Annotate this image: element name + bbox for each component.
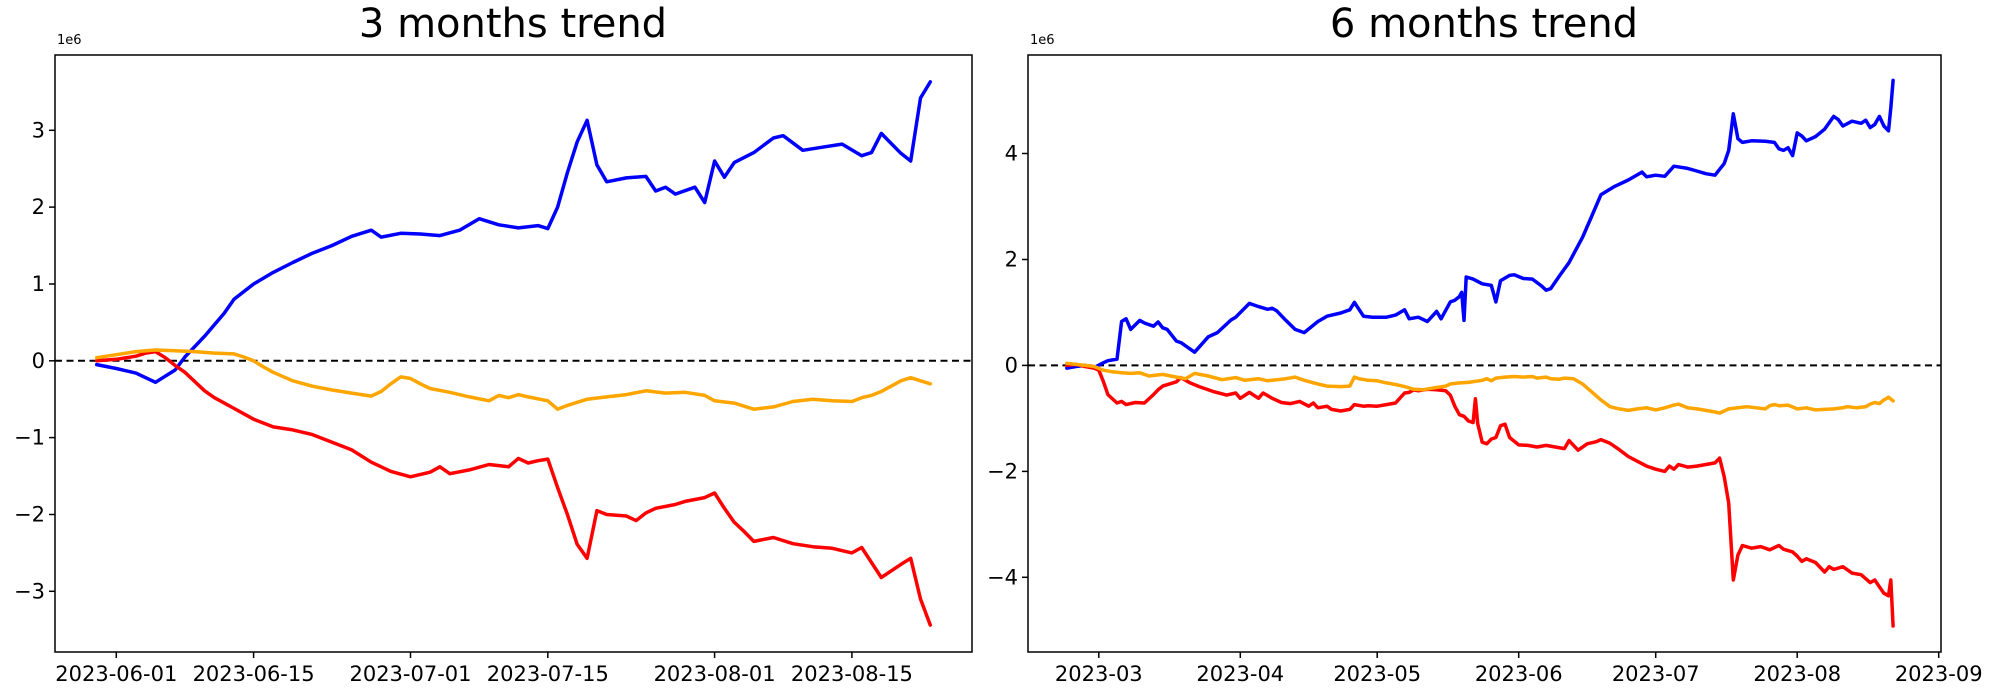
right-chart: 2023-03 2023-04 2023-05 2023-06 2023-07 2023-… — [987, 54, 1983, 686]
right-x-tick-label: 2023-04 — [1196, 662, 1284, 686]
right-line-orange — [1065, 361, 1895, 415]
left-line-orange — [94, 348, 933, 411]
right-y-tick-label: 0 — [1005, 353, 1018, 377]
right-y-axis-offset-label: 1e6 — [1030, 33, 1055, 48]
right-line-red — [1065, 362, 1895, 628]
left-chart: 2023-06-01 2023-06-15 2023-07-01 2023-07-15… — [14, 54, 973, 686]
right-x-tick-label: 2023-08 — [1753, 662, 1841, 686]
right-series-group — [1065, 78, 1895, 628]
right-plot-border — [1027, 54, 1942, 653]
right-x-tick-label: 2023-07 — [1612, 662, 1700, 686]
right-line-blue — [1065, 78, 1895, 370]
left-line-red — [94, 349, 933, 627]
right-y-tick-label: 2 — [1005, 248, 1018, 272]
left-y-tick-label: −3 — [14, 579, 45, 603]
left-series-group — [94, 80, 933, 627]
left-line-blue — [94, 80, 933, 385]
left-y-tick-label: 0 — [32, 349, 45, 373]
right-y-tick-label: 4 — [1005, 142, 1018, 166]
left-y-tick-label: 3 — [32, 118, 45, 142]
left-y-tick-label: −2 — [14, 503, 45, 527]
left-x-tick-label: 2023-07-01 — [349, 662, 471, 686]
left-x-tick-label: 2023-06-15 — [193, 662, 315, 686]
left-x-tick-label: 2023-07-15 — [487, 662, 609, 686]
right-x-tick-label: 2023-05 — [1333, 662, 1421, 686]
left-x-tick-label: 2023-08-01 — [654, 662, 776, 686]
left-plot-border — [54, 54, 973, 653]
left-x-tick-label: 2023-08-15 — [791, 662, 913, 686]
right-y-tick-label: −2 — [987, 459, 1018, 483]
right-y-tick-label: −4 — [987, 565, 1018, 589]
left-y-axis-offset-label: 1e6 — [57, 33, 82, 48]
left-y-tick-label: −1 — [14, 426, 45, 450]
left-y-tick-label: 1 — [32, 272, 45, 296]
right-x-tick-label: 2023-09 — [1895, 662, 1983, 686]
right-x-tick-label: 2023-03 — [1055, 662, 1143, 686]
right-chart-title: 6 months trend — [1329, 1, 1639, 47]
left-chart-title: 3 months trend — [358, 1, 668, 47]
left-x-tick-label: 2023-06-01 — [55, 662, 177, 686]
right-x-tick-label: 2023-06 — [1475, 662, 1563, 686]
left-y-tick-label: 2 — [32, 195, 45, 219]
